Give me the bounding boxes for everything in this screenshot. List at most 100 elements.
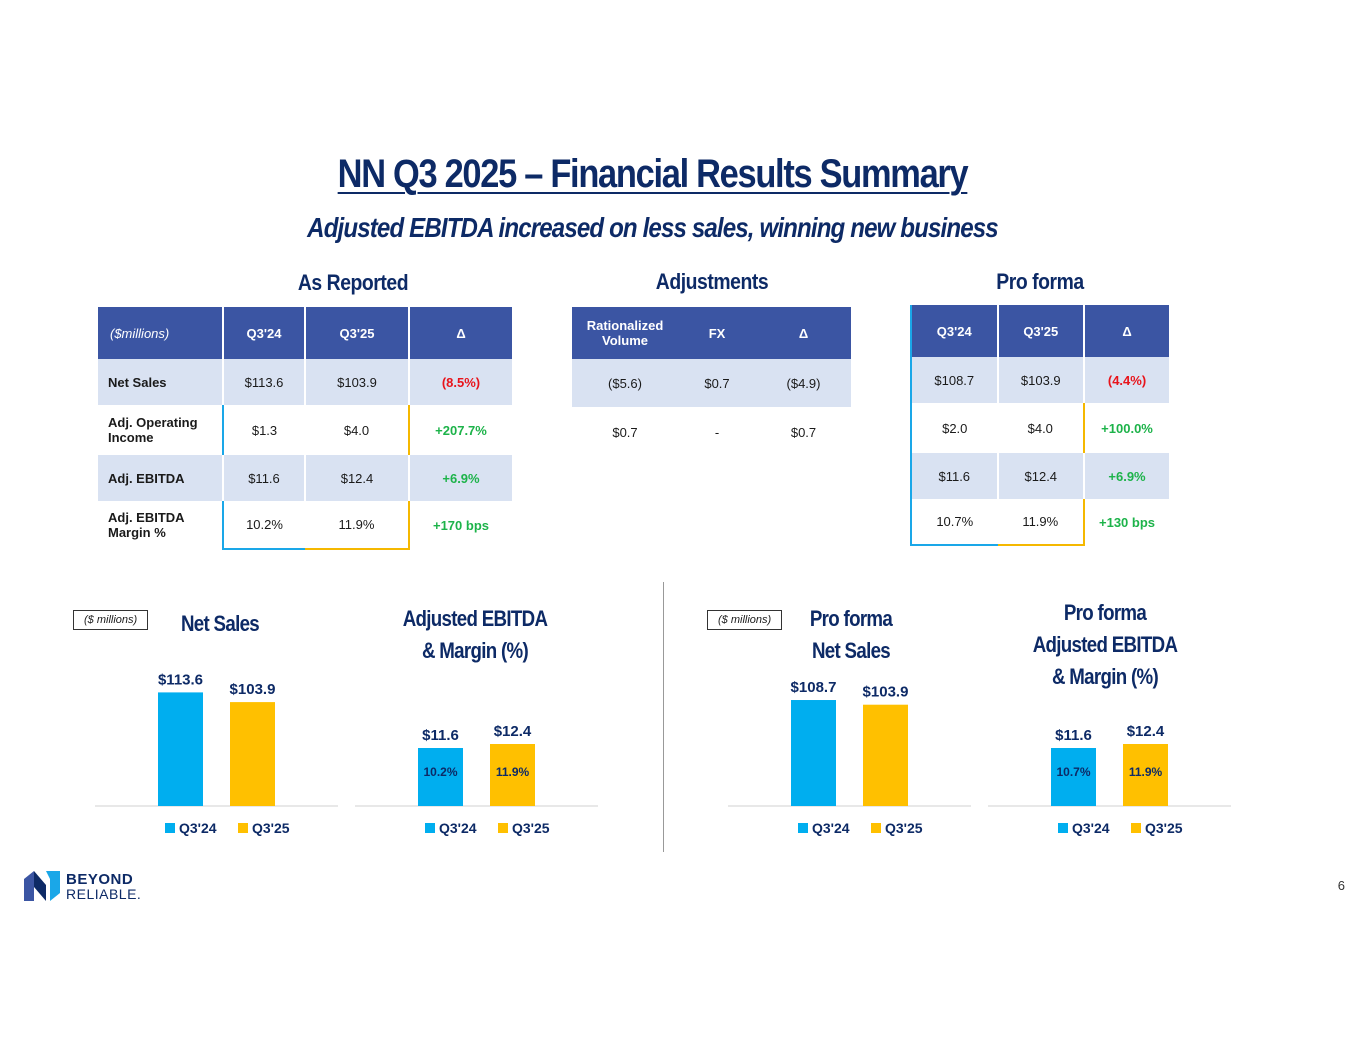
- table-cell: $103.9: [305, 359, 410, 405]
- table-cell: +100.0%: [1083, 403, 1169, 453]
- table-cell: $0.7: [790, 424, 817, 440]
- table-cell: $108.7: [910, 357, 999, 403]
- table-cell: $1.3: [222, 405, 305, 455]
- bar-q324: [791, 700, 836, 806]
- page-number: 6: [1337, 878, 1345, 893]
- adjustments-table: Rationalized Volume FX Δ ($5.6) $0.7 ($4.…: [572, 307, 851, 457]
- bar-q325: [863, 704, 908, 806]
- adjustments-heading: Adjustments: [655, 269, 769, 294]
- table-cell: ($5.6): [572, 359, 678, 407]
- legend-swatch: [498, 823, 508, 833]
- table-header: FX: [678, 307, 756, 359]
- millions-label: ($ millions): [73, 610, 149, 630]
- table-cell: 10.2%: [222, 501, 305, 550]
- bar-q325: [490, 744, 535, 806]
- section-divider: [663, 582, 664, 852]
- table-row: ($5.6) $0.7 ($4.9): [572, 359, 851, 407]
- inner-margin-label: 10.2%: [423, 765, 457, 779]
- table-cell: 11.9%: [305, 501, 409, 550]
- legend-swatch: [165, 823, 175, 833]
- table-header: Q3'25: [997, 305, 1086, 357]
- table-cell: $103.9: [997, 357, 1086, 403]
- data-label: $12.4: [1127, 723, 1165, 740]
- bar-q325: [230, 702, 275, 806]
- inner-margin-label: 11.9%: [1129, 765, 1163, 779]
- as-reported-table: ($millions) Q3'24 Q3'25 Δ Net Sales $113…: [98, 307, 512, 550]
- table-cell: +6.9%: [1083, 453, 1169, 499]
- legend-label: Q3'25: [885, 820, 923, 836]
- chart-title-pf-net-sales: Pro forma Net Sales: [809, 606, 893, 663]
- data-label: $103.9: [863, 684, 909, 701]
- bar-q324: [158, 692, 203, 806]
- chart-title-pf-adj-ebitda: Pro forma Adjusted EBITDA & Margin (%): [1032, 600, 1178, 689]
- page-title: NN Q3 2025 – Financial Results Summary: [337, 152, 969, 196]
- table-cell: +207.7%: [408, 405, 512, 455]
- legend-label: Q3'25: [252, 820, 290, 836]
- table-row: Net Sales $113.6 $103.9 (8.5%): [98, 359, 512, 405]
- table-cell: $0.7: [612, 424, 638, 440]
- legend-label: Q3'24: [812, 820, 850, 836]
- table-header: Q3'25: [305, 307, 410, 359]
- legend-swatch: [1058, 823, 1068, 833]
- data-label: $108.7: [791, 679, 837, 696]
- row-label: Adj. Operating Income: [108, 415, 198, 445]
- logo-line-2: RELIABLE.: [66, 886, 142, 902]
- table-cell: +6.9%: [408, 455, 512, 501]
- legend-label: Q3'24: [1072, 820, 1110, 836]
- logo-mark-icon: [24, 871, 60, 901]
- bar-q324: [418, 748, 463, 806]
- pro-forma-heading: Pro forma: [996, 269, 1084, 294]
- legend-label: Q3'24: [439, 820, 477, 836]
- as-reported-heading: As Reported: [297, 270, 409, 295]
- inner-margin-label: 11.9%: [496, 765, 530, 779]
- table-row: $0.7 - $0.7: [572, 407, 851, 457]
- table-header: Δ: [1083, 305, 1169, 357]
- table-cell: $2.0: [910, 403, 998, 453]
- table-cell: $4.0: [1027, 420, 1053, 436]
- data-label: $11.6: [422, 727, 459, 744]
- legend-swatch: [1131, 823, 1141, 833]
- legend-label: Q3'25: [512, 820, 550, 836]
- data-label: $113.6: [158, 671, 203, 688]
- table-cell: +130 bps: [1083, 499, 1169, 545]
- table-cell: $0.7: [678, 359, 756, 407]
- row-label: Adj. EBITDA Margin %: [108, 510, 185, 540]
- table-header: Δ: [756, 307, 851, 359]
- logo-line-1: BEYOND: [66, 871, 134, 888]
- table-header: Q3'24: [222, 307, 306, 359]
- table-row: $2.0 $4.0 +100.0%: [910, 403, 1169, 453]
- legend-swatch: [871, 823, 881, 833]
- table-header: Rationalized Volume: [572, 307, 678, 359]
- row-label: Net Sales: [98, 359, 224, 405]
- table-cell: $12.4: [997, 453, 1086, 499]
- table-header: Δ: [408, 307, 512, 359]
- data-label: $103.9: [230, 681, 276, 698]
- legend-label: Q3'25: [1145, 820, 1183, 836]
- table-cell: $113.6: [222, 359, 306, 405]
- table-cell: $11.6: [910, 453, 999, 499]
- table-row: Adj. EBITDA $11.6 $12.4 +6.9%: [98, 455, 512, 501]
- table-row: Adj. EBITDA Margin % 10.2% 11.9% +170 bps: [98, 501, 512, 550]
- legend-swatch: [798, 823, 808, 833]
- table-cell: (8.5%): [408, 359, 512, 405]
- table-cell: $11.6: [222, 455, 306, 501]
- bar-q324: [1051, 748, 1096, 806]
- table-row: Adj. Operating Income $1.3 $4.0 +207.7%: [98, 405, 512, 455]
- bar-q325: [1123, 744, 1168, 806]
- table-cell: 11.9%: [997, 499, 1085, 546]
- table-cell: ($4.9): [756, 359, 851, 407]
- chart-title-adj-ebitda: Adjusted EBITDA & Margin (%): [402, 606, 548, 663]
- table-cell: (4.4%): [1083, 357, 1169, 403]
- data-label: $12.4: [494, 723, 532, 740]
- millions-label: ($ millions): [707, 610, 783, 630]
- row-label: Adj. EBITDA: [98, 455, 224, 501]
- page-subtitle: Adjusted EBITDA increased on less sales,…: [307, 212, 999, 243]
- inner-margin-label: 10.7%: [1056, 765, 1090, 779]
- table-row: 10.7% 11.9% +130 bps: [910, 499, 1169, 546]
- chart-title-net-sales: Net Sales: [180, 611, 260, 636]
- table-header: ($millions): [98, 307, 224, 359]
- table-cell: +170 bps: [408, 501, 512, 549]
- legend-label: Q3'24: [179, 820, 217, 836]
- table-cell: 10.7%: [910, 499, 998, 546]
